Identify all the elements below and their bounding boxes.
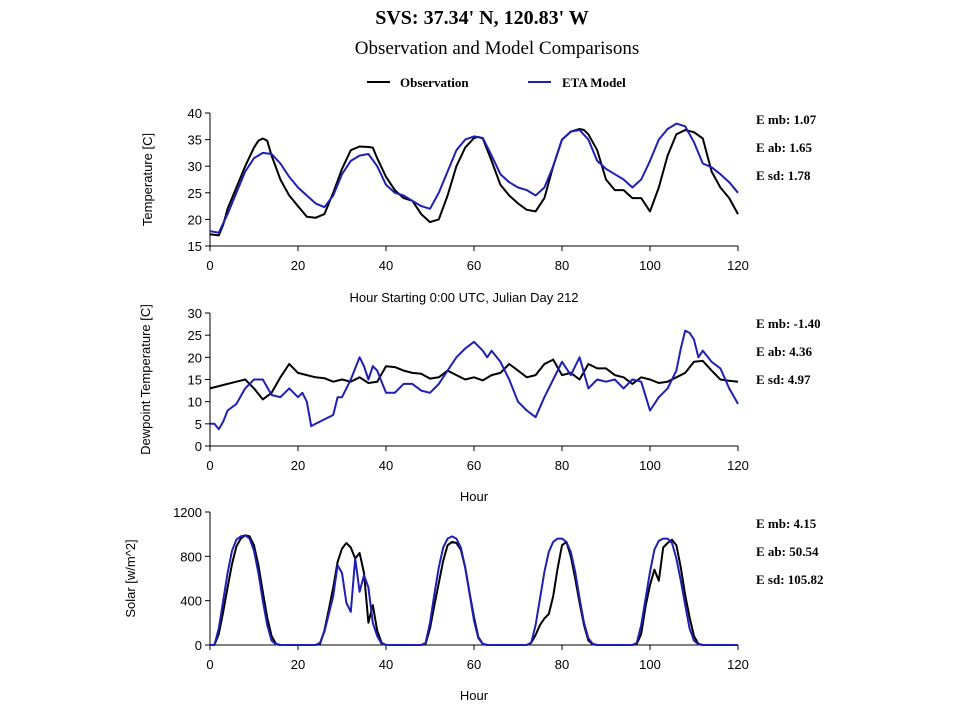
x-tick-label: 80 xyxy=(555,258,569,273)
x-axis-label: Hour xyxy=(460,489,489,504)
stat-label: E ab: 4.36 xyxy=(756,344,812,359)
x-tick-label: 120 xyxy=(727,657,749,672)
y-tick-label: 30 xyxy=(188,159,202,174)
x-tick-label: 40 xyxy=(379,258,393,273)
y-tick-label: 20 xyxy=(188,212,202,227)
series-line-eta-model xyxy=(209,122,739,234)
x-tick-label: 120 xyxy=(727,458,749,473)
y-tick-label: 30 xyxy=(188,306,202,321)
y-tick-label: 20 xyxy=(188,350,202,365)
y-tick-label: 10 xyxy=(188,395,202,410)
x-axis-label: Hour Starting 0:00 UTC, Julian Day 212 xyxy=(349,290,578,305)
y-tick-label: 0 xyxy=(195,638,202,653)
x-tick-label: 60 xyxy=(467,657,481,672)
series-line-eta-model xyxy=(210,534,738,646)
stat-label: E mb: 4.15 xyxy=(756,516,817,531)
x-tick-label: 60 xyxy=(467,258,481,273)
y-axis-label: Temperature [C] xyxy=(140,133,155,226)
legend: Observation ETA Model xyxy=(367,75,626,90)
series-line-observation xyxy=(209,128,739,237)
x-tick-label: 20 xyxy=(291,657,305,672)
stat-label: E mb: -1.40 xyxy=(756,316,821,331)
y-tick-label: 15 xyxy=(188,373,202,388)
y-tick-label: 35 xyxy=(188,133,202,148)
stat-label: E sd: 4.97 xyxy=(756,372,811,387)
legend-label-eta-model: ETA Model xyxy=(562,75,626,90)
y-axis-label: Dewpoint Temperature [C] xyxy=(138,304,153,455)
y-tick-label: 5 xyxy=(195,417,202,432)
x-tick-label: 100 xyxy=(639,657,661,672)
y-tick-label: 40 xyxy=(188,106,202,121)
stat-label: E ab: 50.54 xyxy=(756,544,819,559)
x-tick-label: 40 xyxy=(379,458,393,473)
x-tick-label: 0 xyxy=(206,657,213,672)
x-tick-label: 0 xyxy=(206,258,213,273)
y-tick-label: 25 xyxy=(188,186,202,201)
y-axis-label: Solar [w/m^2] xyxy=(123,539,138,617)
y-tick-label: 400 xyxy=(180,594,202,609)
y-tick-label: 800 xyxy=(180,549,202,564)
stat-label: E sd: 1.78 xyxy=(756,168,811,183)
chart-subtitle: Observation and Model Comparisons xyxy=(355,38,639,59)
y-tick-label: 25 xyxy=(188,328,202,343)
legend-label-observation: Observation xyxy=(400,75,469,90)
series-line-eta-model xyxy=(210,329,739,431)
x-axis-label: Hour xyxy=(460,688,489,703)
x-tick-label: 0 xyxy=(206,458,213,473)
x-tick-label: 40 xyxy=(379,657,393,672)
stat-label: E mb: 1.07 xyxy=(756,112,817,127)
x-tick-label: 60 xyxy=(467,458,481,473)
series-line-observation xyxy=(210,534,738,646)
x-tick-label: 20 xyxy=(291,458,305,473)
y-tick-label: 1200 xyxy=(173,505,202,520)
stat-label: E sd: 105.82 xyxy=(756,572,824,587)
x-tick-label: 100 xyxy=(639,458,661,473)
stat-label: E ab: 1.65 xyxy=(756,140,812,155)
y-tick-label: 15 xyxy=(188,239,202,254)
chart-panel-2: 0 20 40 60 80 100 120 0 5 10 15 20 25 30 Hour Dewpoint … xyxy=(138,304,821,504)
x-tick-label: 100 xyxy=(639,258,661,273)
series-line-observation xyxy=(209,358,739,401)
x-tick-label: 80 xyxy=(555,458,569,473)
x-tick-label: 80 xyxy=(555,657,569,672)
chart-panel-1: 0 20 40 60 80 100 120 15 20 25 30 35 40 Hour Starting… xyxy=(140,106,817,305)
y-tick-label: 0 xyxy=(195,439,202,454)
x-tick-label: 120 xyxy=(727,258,749,273)
chart-title: SVS: 37.34' N, 120.83' W xyxy=(375,7,589,29)
x-tick-label: 20 xyxy=(291,258,305,273)
